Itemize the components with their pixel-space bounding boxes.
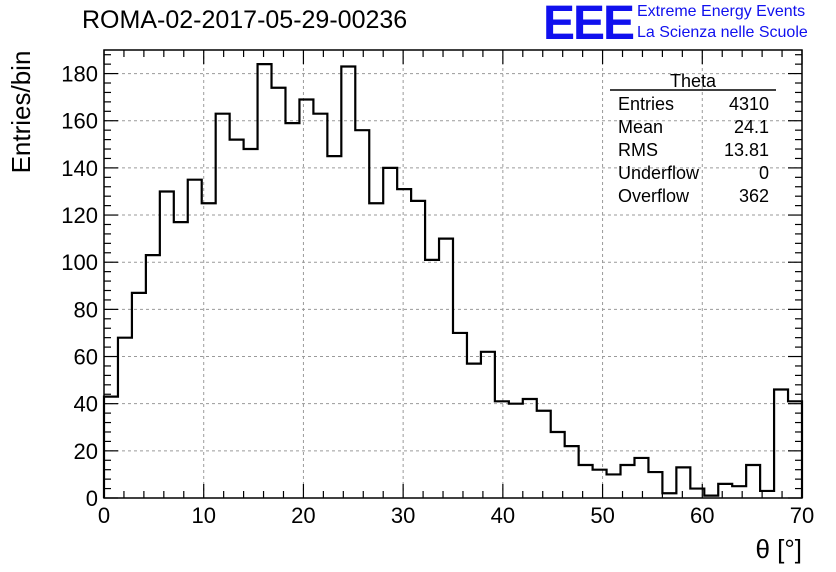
y-tick-label: 140 — [61, 156, 98, 181]
histogram-bin — [467, 364, 481, 498]
x-tick-label: 60 — [690, 503, 714, 528]
histogram-bin — [774, 390, 788, 498]
x-tick-label: 30 — [391, 503, 415, 528]
histogram-bin — [607, 474, 621, 498]
logo-subtitle-line2: La Scienza nelle Scuole — [637, 24, 808, 41]
histogram-bin — [579, 465, 593, 498]
y-tick-label: 80 — [74, 297, 98, 322]
histogram-bin — [104, 397, 118, 498]
stats-label: RMS — [618, 140, 658, 160]
grid-lines — [104, 50, 802, 498]
y-tick-label: 20 — [74, 439, 98, 464]
stats-value: 362 — [739, 186, 769, 206]
histogram-bin — [746, 465, 760, 498]
histogram-bin — [383, 168, 397, 498]
histogram-bin — [495, 401, 509, 498]
histogram-bin — [244, 149, 258, 498]
histogram-bin — [425, 260, 439, 498]
tick-labels: 0 10 20 30 40 50 60 70 0 20 40 60 80 100 120 140 160 180 — [61, 62, 814, 528]
histogram-bin — [118, 338, 132, 498]
chart-title: ROMA-02-2017-05-29-00236 — [82, 6, 408, 34]
histogram-bin — [676, 467, 690, 498]
histogram-bin — [732, 486, 746, 498]
x-tick-label: 20 — [291, 503, 315, 528]
histogram-bin — [258, 64, 272, 498]
y-tick-label: 100 — [61, 250, 98, 275]
stats-label: Mean — [618, 117, 663, 137]
histogram-bin — [313, 114, 327, 498]
histogram-bin — [509, 404, 523, 498]
stats-label: Underflow — [618, 163, 700, 183]
histogram-bin — [299, 100, 313, 498]
y-tick-label: 60 — [74, 345, 98, 370]
y-tick-label: 160 — [61, 109, 98, 134]
histogram-bin — [132, 293, 146, 498]
y-tick-label: 40 — [74, 392, 98, 417]
histogram-bin — [481, 352, 495, 498]
histogram-bins — [102, 63, 804, 498]
histogram-bin — [523, 399, 537, 498]
y-axis-title: Entries/bin — [6, 51, 36, 174]
y-tick-label: 180 — [61, 62, 98, 87]
x-axis-title: θ [°] — [755, 534, 802, 564]
histogram-bin — [718, 484, 732, 498]
histogram-bin — [551, 432, 565, 498]
histogram-bin — [230, 140, 244, 498]
stats-value: 4310 — [729, 94, 769, 114]
x-tick-label: 40 — [491, 503, 515, 528]
histogram-bin — [537, 411, 551, 498]
histogram-bin — [188, 180, 202, 498]
histogram-bin — [411, 201, 425, 498]
histogram-bin — [202, 203, 216, 498]
y-tick-label: 0 — [86, 486, 98, 511]
histogram-bin — [397, 189, 411, 498]
histogram-bin — [634, 458, 648, 498]
histogram-bin — [146, 255, 160, 498]
y-tick-label: 120 — [61, 203, 98, 228]
histogram-bin — [216, 114, 230, 498]
logo-subtitle-line1: Extreme Energy Events — [637, 3, 806, 20]
stats-label: Entries — [618, 94, 674, 114]
stats-name: Theta — [670, 71, 717, 91]
x-tick-label: 0 — [98, 503, 110, 528]
plot-frame — [103, 49, 803, 499]
stats-value: 24.1 — [734, 117, 769, 137]
histogram-bin — [593, 470, 607, 498]
histogram-bin — [160, 191, 174, 498]
histogram-bin — [439, 239, 453, 498]
x-tick-label: 50 — [590, 503, 614, 528]
x-tick-label: 70 — [790, 503, 814, 528]
histogram-bin — [355, 130, 369, 498]
stats-value: 0 — [759, 163, 769, 183]
x-tick-label: 10 — [191, 503, 215, 528]
histogram-bin — [648, 472, 662, 498]
histogram-bin — [327, 156, 341, 498]
histogram-bin — [453, 333, 467, 498]
histogram-bin — [565, 446, 579, 498]
histogram-outline — [102, 63, 804, 498]
stats-label: Overflow — [618, 186, 690, 206]
histogram-bin — [369, 203, 383, 498]
histogram-bin — [272, 88, 286, 498]
stats-box: Theta Entries 4310 Mean 24.1 RMS 13.81 U… — [610, 71, 776, 206]
stats-value: 13.81 — [724, 140, 769, 160]
histogram-bin — [788, 401, 802, 498]
histogram-bin — [341, 67, 355, 498]
eee-logo: EEE — [543, 0, 635, 50]
histogram-bin — [285, 123, 299, 498]
histogram-bin — [174, 222, 188, 498]
